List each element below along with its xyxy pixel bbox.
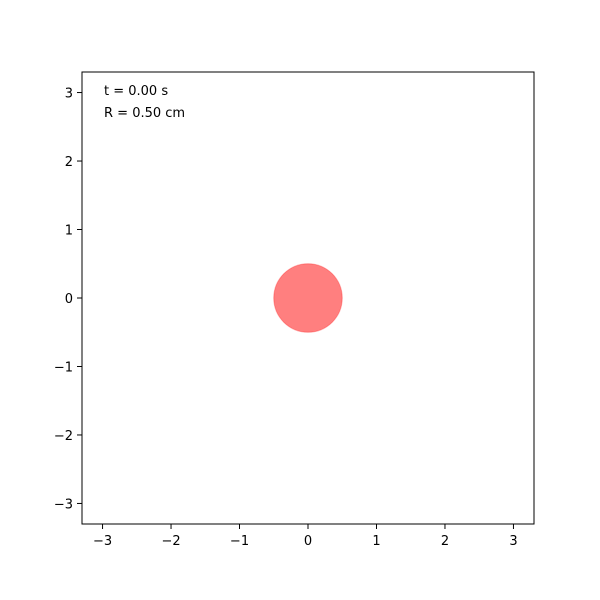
radius-annotation: R = 0.50 cm: [104, 106, 185, 121]
y-tick-label: 0: [65, 292, 73, 307]
time-annotation: t = 0.00 s: [104, 84, 168, 99]
x-tick-label: 1: [372, 534, 380, 549]
y-tick-label: −2: [54, 429, 73, 444]
x-tick-label: 0: [304, 534, 312, 549]
y-tick-label: −1: [54, 360, 73, 375]
axes-frame: [81, 71, 535, 525]
y-tick-label: 1: [65, 224, 73, 239]
data-layer: [273, 263, 343, 333]
x-tick-label: −3: [93, 534, 112, 549]
y-tick-label: 3: [65, 87, 73, 102]
y-tick-label: −3: [54, 497, 73, 512]
x-axis-ticks: −3 −2 −1 0 1 2 3: [93, 524, 518, 549]
x-tick-label: −2: [161, 534, 180, 549]
x-tick-label: 3: [509, 534, 517, 549]
x-tick-label: 2: [441, 534, 449, 549]
y-tick-label: 2: [65, 155, 73, 170]
disk-circle: [273, 263, 343, 333]
y-axis-ticks: −3 −2 −1 0 1 2 3: [54, 87, 82, 512]
x-tick-label: −1: [230, 534, 249, 549]
plot-area: −3 −2 −1 0 1 2 3 −3 −2 −1 0 1 2 3 t = 0.00 s R = 0.5…: [54, 71, 535, 549]
